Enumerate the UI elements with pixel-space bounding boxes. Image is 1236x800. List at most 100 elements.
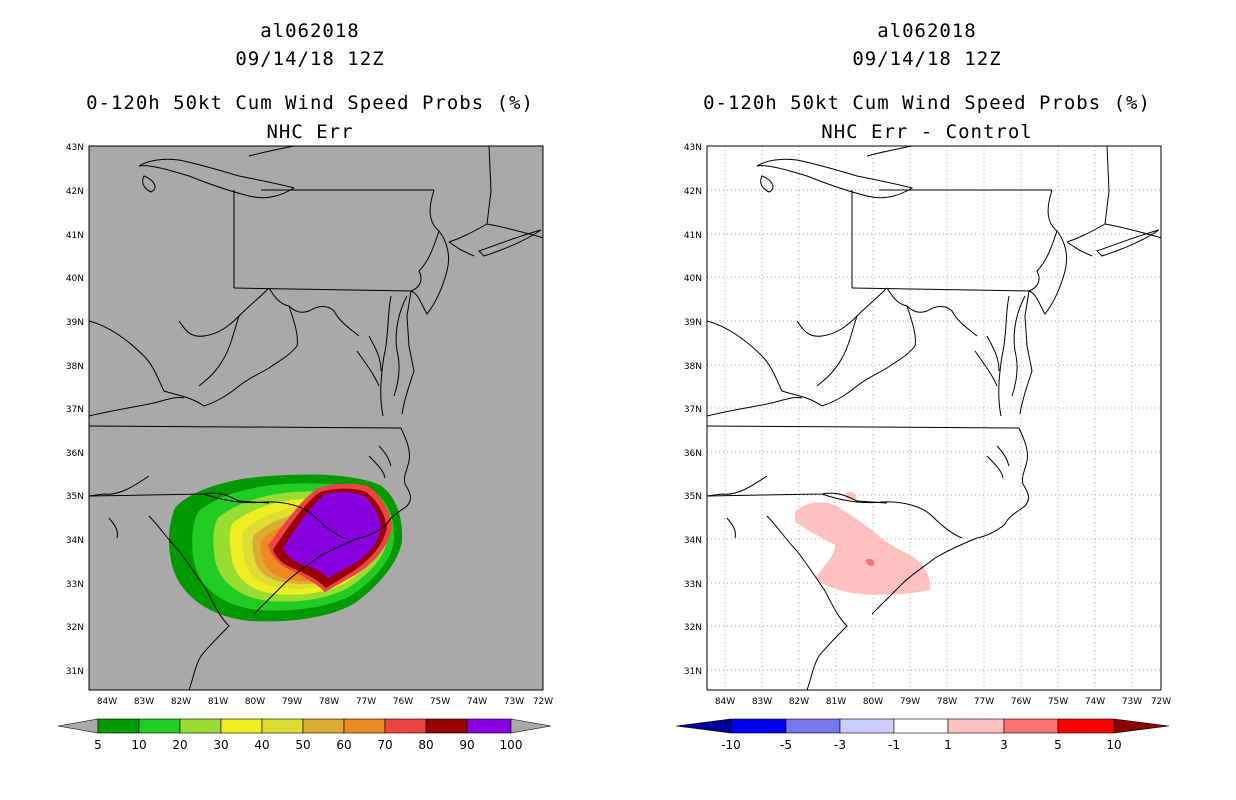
left-colorbar-swatch [302,718,345,734]
lon-label: 73W [504,697,524,707]
lon-label: 84W [715,697,735,707]
lat-label: 38N [684,362,702,372]
colorbar-label: 1 [944,738,952,752]
lon-label: 77W [356,697,376,707]
colorbar-label: 10 [1106,738,1121,752]
lat-label: 43N [684,143,702,153]
right-title: 0-120h 50kt Cum Wind Speed Probs (%) [703,92,1151,114]
lat-label: 36N [66,449,84,459]
lat-label: 40N [66,274,84,284]
lon-label: 79W [282,697,302,707]
right-colorbar-swatch [1003,718,1059,734]
left-lat-labels: 43N 42N 41N 40N 39N 38N 37N 36N 35N 34N … [66,143,84,677]
left-colorbar-swatch [261,718,304,734]
lat-label: 42N [684,187,702,197]
left-lon-labels: 84W 83W 82W 81W 80W 79W 78W 77W 76W 75W … [97,697,553,707]
right-colorbar-under [675,718,732,734]
lat-label: 40N [684,274,702,284]
lon-label: 80W [863,697,883,707]
right-lon-labels: 84W 83W 82W 81W 80W 79W 78W 77W 76W 75W … [715,697,1171,707]
right-colorbar-over [1113,718,1170,734]
colorbar-label: 3 [1000,738,1008,752]
lat-label: 41N [684,231,702,241]
colorbar-label: -10 [721,738,741,752]
right-colorbar [675,718,1170,734]
lon-label: 83W [752,697,772,707]
left-colorbar-under [57,718,99,734]
left-colorbar-swatch [97,718,140,734]
left-subtitle: NHC Err [266,121,354,143]
left-map-frame [88,145,544,691]
lon-label: 76W [1011,697,1031,707]
left-colorbar-swatch [343,718,386,734]
right-colorbar-swatch [947,718,1005,734]
lat-label: 32N [66,623,84,633]
lat-label: 32N [684,623,702,633]
left-colorbar-swatch [220,718,263,734]
colorbar-label: 5 [1054,738,1062,752]
right-colorbar-swatch [839,718,895,734]
right-map-background [707,146,1161,690]
left-colorbar-labels: 5 10 20 30 40 50 60 70 80 90 100 [94,738,522,752]
lat-label: 31N [66,667,84,677]
left-title: 0-120h 50kt Cum Wind Speed Probs (%) [86,92,534,114]
lat-label: 31N [684,667,702,677]
left-colorbar-swatch [466,718,512,734]
right-colorbar-swatch [730,718,787,734]
right-colorbar-swatch [893,718,949,734]
left-colorbar-over [510,718,552,734]
right-lat-labels: 43N 42N 41N 40N 39N 38N 37N 36N 35N 34N … [684,143,702,677]
right-diff-contours [795,491,931,595]
lon-label: 84W [97,697,117,707]
lat-label: 43N [66,143,84,153]
lat-label: 41N [66,231,84,241]
left-colorbar-swatch [138,718,181,734]
lat-label: 39N [684,318,702,328]
colorbar-label: 90 [459,738,474,752]
right-map-frame [706,145,1162,691]
colorbar-label: 40 [254,738,269,752]
left-prob-contours [168,474,403,622]
colorbar-label: 80 [418,738,433,752]
lon-label: 74W [467,697,487,707]
lon-label: 74W [1085,697,1105,707]
lon-label: 73W [1122,697,1142,707]
left-datetime: 09/14/18 12Z [235,48,385,70]
colorbar-label: 30 [213,738,228,752]
colorbar-label: -5 [780,738,792,752]
lat-label: 34N [684,536,702,546]
right-map [706,145,1162,691]
left-colorbar-swatch [179,718,222,734]
colorbar-label: 5 [94,738,102,752]
lat-label: 36N [684,449,702,459]
right-colorbar-swatch [785,718,841,734]
lon-label: 82W [789,697,809,707]
lon-label: 80W [245,697,265,707]
lon-label: 81W [826,697,846,707]
right-colorbar-swatch [1057,718,1115,734]
lat-label: 35N [66,492,84,502]
lon-label: 83W [134,697,154,707]
colorbar-label: -1 [888,738,900,752]
lat-label: 38N [66,362,84,372]
colorbar-label: 50 [295,738,310,752]
lon-label: 72W [533,697,553,707]
colorbar-label: 10 [131,738,146,752]
lon-label: 81W [208,697,228,707]
right-grid [707,146,1161,690]
lat-label: 37N [66,405,84,415]
lon-label: 79W [900,697,920,707]
lat-label: 37N [684,405,702,415]
left-colorbar-swatch [384,718,427,734]
lat-label: 34N [66,536,84,546]
lon-label: 76W [393,697,413,707]
colorbar-label: 20 [172,738,187,752]
lat-label: 39N [66,318,84,328]
left-colorbar-swatch [425,718,468,734]
lon-label: 75W [430,697,450,707]
lon-label: 77W [974,697,994,707]
lat-label: 33N [66,580,84,590]
lat-label: 42N [66,187,84,197]
lon-label: 72W [1151,697,1171,707]
lon-label: 82W [171,697,191,707]
